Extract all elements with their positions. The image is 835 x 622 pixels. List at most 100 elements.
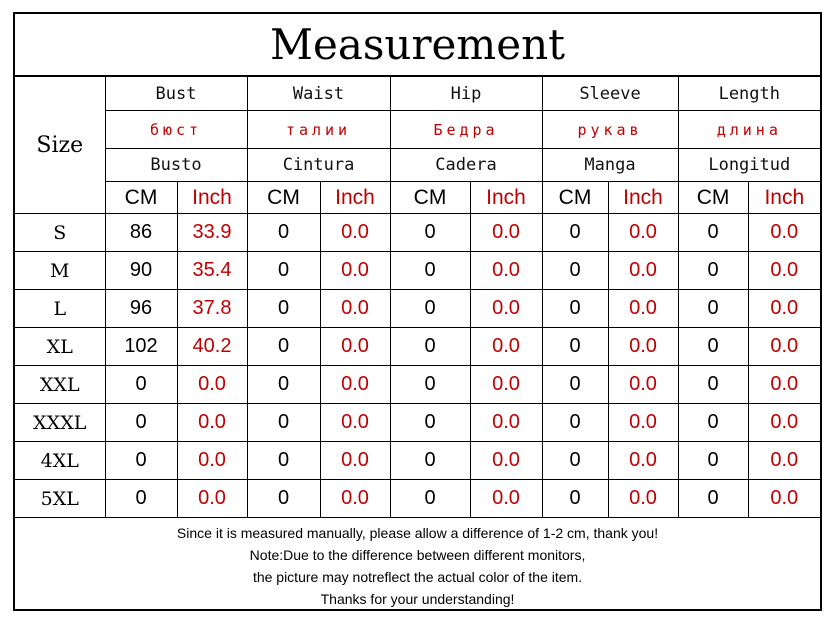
sleeve-cm-value: 0: [541, 441, 609, 480]
sleeve-inch-value: 0.0: [607, 251, 679, 290]
length-inch-value: 0.0: [747, 251, 821, 290]
size-label: 4XL: [15, 441, 106, 480]
footer-note-line: Thanks for your understanding!: [320, 591, 515, 607]
sleeve-cm-value: 0: [541, 479, 609, 518]
length-cm-value: 0: [677, 479, 749, 518]
length-inch-value: 0.0: [747, 403, 821, 442]
bust-inch-value: 40.2: [176, 327, 248, 366]
unit-cm: CM: [677, 181, 749, 214]
hip-inch-value: 0.0: [469, 479, 543, 518]
table-row: 5XL 0 0.0 0 0.0 0 0.0 0 0.0 0 0.0: [15, 479, 821, 518]
unit-inch: Inch: [469, 181, 543, 214]
hip-cm-value: 0: [389, 251, 471, 290]
length-inch-value: 0.0: [747, 213, 821, 252]
sleeve-cm-value: 0: [541, 251, 609, 290]
column-header-length-ru: длина: [677, 110, 821, 149]
waist-cm-value: 0: [246, 403, 321, 442]
hip-cm-value: 0: [389, 479, 471, 518]
hip-cm-value: 0: [389, 213, 471, 252]
bust-inch-value: 0.0: [176, 441, 248, 480]
measurement-chart: Measurement Size Bust Waist Hip Sleeve L…: [13, 12, 822, 611]
column-header-sleeve-en: Sleeve: [541, 76, 679, 111]
bust-inch-value: 35.4: [176, 251, 248, 290]
unit-cm: CM: [105, 181, 178, 214]
column-header-length-es: Longitud: [677, 148, 821, 182]
unit-inch: Inch: [607, 181, 679, 214]
table-row: M 90 35.4 0 0.0 0 0.0 0 0.0 0 0.0: [15, 251, 821, 290]
sleeve-cm-value: 0: [541, 403, 609, 442]
footer-notes: Since it is measured manually, please al…: [15, 517, 821, 610]
sleeve-inch-value: 0.0: [607, 403, 679, 442]
hip-inch-value: 0.0: [469, 403, 543, 442]
hip-cm-value: 0: [389, 289, 471, 328]
length-inch-value: 0.0: [747, 289, 821, 328]
waist-inch-value: 0.0: [319, 213, 391, 252]
waist-inch-value: 0.0: [319, 479, 391, 518]
waist-inch-value: 0.0: [319, 289, 391, 328]
footer-note-line: Since it is measured manually, please al…: [176, 525, 659, 541]
unit-inch: Inch: [747, 181, 821, 214]
length-cm-value: 0: [677, 441, 749, 480]
bust-cm-value: 0: [104, 365, 178, 404]
column-header-hip-es: Cadera: [389, 148, 543, 182]
bust-inch-value: 0.0: [176, 403, 248, 442]
column-header-sleeve-es: Manga: [541, 148, 679, 182]
size-label: S: [15, 213, 106, 252]
waist-inch-value: 0.0: [319, 403, 391, 442]
sleeve-cm-value: 0: [541, 213, 609, 252]
column-header-bust-es: Busto: [105, 148, 248, 182]
bust-cm-value: 0: [104, 441, 178, 480]
bust-inch-value: 33.9: [176, 213, 248, 252]
size-label: XXXL: [15, 403, 106, 442]
size-label: XL: [15, 327, 106, 366]
column-header-sleeve-ru: рукав: [541, 110, 679, 149]
column-header-hip-en: Hip: [389, 76, 543, 111]
waist-cm-value: 0: [246, 365, 321, 404]
sleeve-cm-value: 0: [541, 365, 609, 404]
footer-note-line: Note:Due to the difference between diffe…: [249, 547, 586, 563]
hip-inch-value: 0.0: [469, 251, 543, 290]
unit-cm: CM: [541, 181, 609, 214]
unit-inch: Inch: [176, 181, 248, 214]
sleeve-cm-value: 0: [541, 327, 609, 366]
bust-inch-value: 37.8: [176, 289, 248, 328]
waist-inch-value: 0.0: [319, 251, 391, 290]
header-row-es: Busto Cintura Cadera Manga Longitud: [15, 148, 821, 182]
size-table: Size Bust Waist Hip Sleeve Length бюст т…: [15, 76, 821, 610]
sleeve-inch-value: 0.0: [607, 441, 679, 480]
waist-cm-value: 0: [246, 479, 321, 518]
header-row-ru: бюст талии Бедра рукав длина: [15, 110, 821, 149]
bust-cm-value: 102: [104, 327, 178, 366]
footer-note-line: the picture may notreflect the actual co…: [252, 569, 583, 585]
bust-cm-value: 86: [104, 213, 178, 252]
hip-cm-value: 0: [389, 327, 471, 366]
hip-cm-value: 0: [389, 365, 471, 404]
bust-inch-value: 0.0: [176, 365, 248, 404]
hip-inch-value: 0.0: [469, 289, 543, 328]
table-row: XXL 0 0.0 0 0.0 0 0.0 0 0.0 0 0.0: [15, 365, 821, 404]
column-header-hip-ru: Бедра: [389, 110, 543, 149]
unit-inch: Inch: [319, 181, 391, 214]
column-header-length-en: Length: [677, 76, 821, 111]
size-header: Size: [15, 76, 106, 214]
size-label: XXL: [15, 365, 106, 404]
size-label: 5XL: [15, 479, 106, 518]
hip-cm-value: 0: [389, 441, 471, 480]
table-row: XXXL 0 0.0 0 0.0 0 0.0 0 0.0 0 0.0: [15, 403, 821, 442]
length-cm-value: 0: [677, 213, 749, 252]
column-header-bust-ru: бюст: [105, 110, 248, 149]
waist-inch-value: 0.0: [319, 365, 391, 404]
hip-inch-value: 0.0: [469, 213, 543, 252]
sleeve-inch-value: 0.0: [607, 289, 679, 328]
hip-inch-value: 0.0: [469, 327, 543, 366]
hip-cm-value: 0: [389, 403, 471, 442]
waist-cm-value: 0: [246, 327, 321, 366]
length-cm-value: 0: [677, 365, 749, 404]
waist-cm-value: 0: [246, 441, 321, 480]
sleeve-cm-value: 0: [541, 289, 609, 328]
length-cm-value: 0: [677, 327, 749, 366]
waist-cm-value: 0: [246, 251, 321, 290]
hip-inch-value: 0.0: [469, 365, 543, 404]
table-row: 4XL 0 0.0 0 0.0 0 0.0 0 0.0 0 0.0: [15, 441, 821, 480]
length-inch-value: 0.0: [747, 327, 821, 366]
